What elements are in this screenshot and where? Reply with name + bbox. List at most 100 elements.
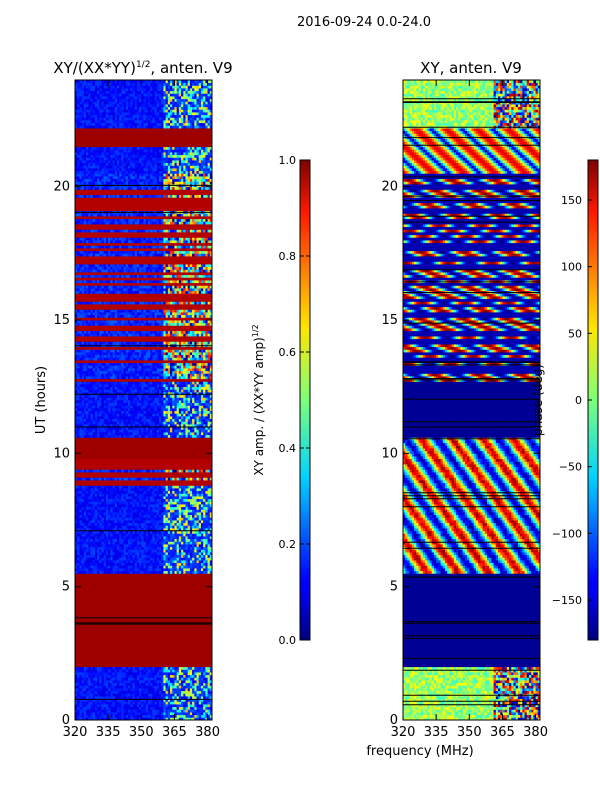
heatmap-cell bbox=[79, 696, 83, 700]
heatmap-cell bbox=[75, 674, 78, 678]
heatmap-cell bbox=[154, 669, 158, 673]
heatmap-cell bbox=[119, 669, 122, 673]
heatmap-cell bbox=[105, 690, 109, 694]
heatmap-cell bbox=[152, 677, 155, 681]
heatmap-cell bbox=[112, 704, 116, 708]
heatmap-cell bbox=[130, 666, 133, 670]
heatmap-cell bbox=[94, 677, 98, 681]
heatmap-cell bbox=[103, 680, 107, 684]
heatmap-cell bbox=[205, 666, 208, 670]
heatmap-cell bbox=[108, 664, 111, 668]
heatmap-cell bbox=[77, 690, 80, 694]
heatmap-cell bbox=[110, 717, 113, 720]
heatmap-cell bbox=[128, 666, 131, 670]
heatmap-cell bbox=[163, 674, 166, 678]
heatmap-cell bbox=[134, 666, 138, 670]
heatmap-cell bbox=[158, 656, 162, 660]
heatmap-cell bbox=[103, 661, 107, 665]
heatmap-cell bbox=[123, 701, 127, 705]
heatmap-cell bbox=[181, 666, 184, 670]
heatmap-cell bbox=[103, 685, 107, 689]
heatmap-cell bbox=[147, 688, 151, 692]
heatmap-cell bbox=[132, 688, 136, 692]
heatmap-cell bbox=[205, 696, 208, 700]
heatmap-cell bbox=[207, 690, 211, 694]
heatmap-cell bbox=[145, 704, 149, 708]
heatmap-cell bbox=[130, 693, 133, 697]
heatmap-cell bbox=[198, 664, 202, 668]
heatmap-cell bbox=[205, 693, 208, 697]
heatmap-cell bbox=[92, 674, 96, 678]
heatmap-cell bbox=[152, 661, 155, 665]
heatmap-cell bbox=[79, 680, 83, 684]
heatmap-cell bbox=[174, 706, 178, 710]
heatmap-cell bbox=[209, 658, 212, 662]
heatmap-cell bbox=[141, 706, 144, 710]
heatmap-cell bbox=[207, 696, 211, 700]
heatmap-cell bbox=[77, 704, 80, 708]
heatmap-cell bbox=[178, 698, 182, 702]
heatmap-cell bbox=[205, 706, 208, 710]
heatmap-cell bbox=[110, 712, 113, 716]
heatmap-cell bbox=[97, 672, 100, 676]
heatmap-cell bbox=[88, 709, 91, 713]
heatmap-cell bbox=[86, 658, 89, 662]
heatmap-cell bbox=[119, 701, 122, 705]
heatmap-cell bbox=[79, 688, 83, 692]
heatmap-cell bbox=[119, 693, 122, 697]
heatmap-cell bbox=[150, 656, 153, 660]
heatmap-cell bbox=[152, 656, 155, 660]
heatmap-cell bbox=[86, 688, 89, 692]
heatmap-cell bbox=[103, 672, 107, 676]
heatmap-cell bbox=[134, 717, 138, 720]
heatmap-cell bbox=[170, 682, 173, 686]
heatmap-cell bbox=[203, 685, 206, 689]
heatmap-cell bbox=[200, 661, 204, 665]
heatmap-cell bbox=[141, 677, 144, 681]
heatmap-cell bbox=[116, 669, 120, 673]
heatmap-cell bbox=[163, 696, 166, 700]
heatmap-cell bbox=[116, 704, 120, 708]
heatmap-cell bbox=[185, 661, 189, 665]
heatmap-cell bbox=[192, 680, 195, 684]
heatmap-cell bbox=[143, 706, 147, 710]
heatmap-cell bbox=[181, 706, 184, 710]
heatmap-cell bbox=[154, 680, 158, 684]
heatmap-cell bbox=[158, 666, 162, 670]
heatmap-cell bbox=[209, 696, 212, 700]
heatmap-cell bbox=[97, 677, 100, 681]
heatmap-cell bbox=[130, 717, 133, 720]
heatmap-cell bbox=[94, 701, 98, 705]
heatmap-cell bbox=[101, 664, 105, 668]
heatmap-cell bbox=[209, 666, 212, 670]
heatmap-cell bbox=[181, 674, 184, 678]
heatmap-cell bbox=[183, 701, 186, 705]
heatmap-cell bbox=[152, 672, 155, 676]
heatmap-cell bbox=[99, 704, 102, 708]
heatmap-cell bbox=[119, 717, 122, 720]
heatmap-cell bbox=[83, 688, 87, 692]
heatmap-cell bbox=[116, 712, 120, 716]
heatmap-cell bbox=[163, 706, 166, 710]
heatmap-cell bbox=[75, 664, 78, 668]
heatmap-cell bbox=[172, 709, 175, 713]
heatmap-cell bbox=[194, 696, 197, 700]
heatmap-cell bbox=[79, 661, 83, 665]
heatmap-cell bbox=[196, 709, 200, 713]
heatmap-cell bbox=[185, 688, 189, 692]
heatmap-cell bbox=[112, 709, 116, 713]
heatmap-cell bbox=[88, 674, 91, 678]
heatmap-cell bbox=[114, 701, 118, 705]
heatmap-cell bbox=[83, 661, 87, 665]
heatmap-cell bbox=[108, 712, 111, 716]
heatmap-cell bbox=[203, 693, 206, 697]
heatmap-cell bbox=[158, 704, 162, 708]
heatmap-cell bbox=[174, 672, 178, 676]
heatmap-cell bbox=[141, 664, 144, 668]
heatmap-cell bbox=[128, 656, 131, 660]
heatmap-cell bbox=[189, 717, 193, 720]
heatmap-cell bbox=[116, 688, 120, 692]
heatmap-cell bbox=[79, 714, 83, 718]
heatmap-cell bbox=[203, 664, 206, 668]
heatmap-cell bbox=[128, 698, 131, 702]
